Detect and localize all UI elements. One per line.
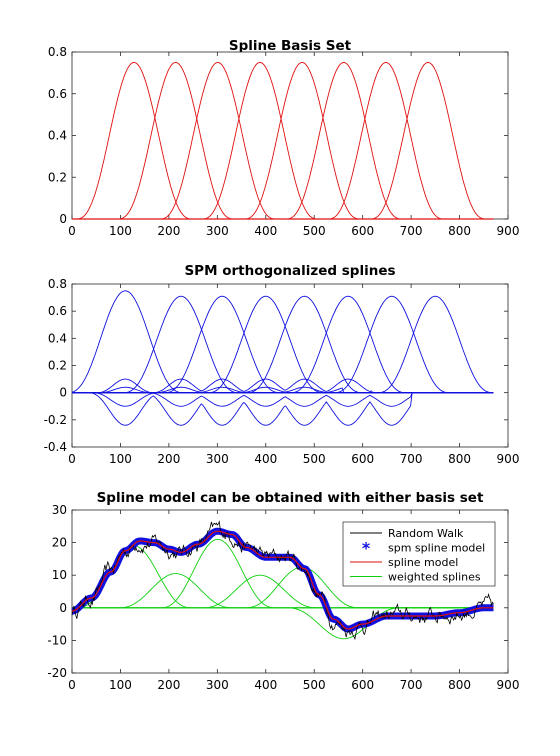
y-tick-label: 20	[52, 536, 67, 550]
x-tick-label: 100	[109, 678, 132, 692]
y-tick-label: 30	[52, 503, 67, 517]
x-tick-label: 300	[206, 452, 229, 466]
legend-box	[342, 521, 496, 587]
panel-spm-orthogonalized-splines: SPM orthogonalized splines 0 100 200 300 400…	[44, 263, 520, 466]
x-tick-label: 900	[497, 678, 520, 692]
x-tick-label: 400	[254, 678, 277, 692]
x-tick-label: 400	[254, 224, 277, 238]
x-tick-label: 500	[303, 452, 326, 466]
y-tick-label: 0.6	[48, 87, 67, 101]
x-tick-label: 500	[303, 224, 326, 238]
x-tick-label: 0	[68, 224, 76, 238]
y-tick-label: 0.2	[48, 359, 67, 373]
panel-spline-basis-set: Spline Basis Set 0 100 200 300 400 500 600 700 8…	[48, 38, 520, 238]
y-tick-label: 0.6	[48, 304, 67, 318]
x-tick-label: 400	[254, 452, 277, 466]
x-tick-label: 500	[303, 678, 326, 692]
y-tick-label: 0.2	[48, 170, 67, 184]
chart-title: Spline Basis Set	[229, 38, 352, 54]
y-tick-label: -0.2	[44, 413, 67, 427]
chart-title: Spline model can be obtained with either…	[97, 490, 484, 506]
y-tick-label: 0	[59, 212, 67, 226]
legend-label: weighted splines	[388, 571, 481, 584]
x-tick-label: 900	[497, 224, 520, 238]
legend-label: Random Walk	[388, 527, 464, 540]
x-tick-label: 0	[68, 678, 76, 692]
plot-area	[71, 283, 509, 448]
y-tick-label: 10	[52, 568, 67, 582]
x-tick-label: 200	[157, 678, 180, 692]
x-tick-label: 600	[351, 452, 374, 466]
chart-title: SPM orthogonalized splines	[184, 263, 395, 279]
y-tick-label: 0.4	[48, 129, 67, 143]
y-tick-label: 0.4	[48, 331, 67, 345]
x-tick-label: 800	[448, 224, 471, 238]
y-tick-label: 0	[59, 386, 67, 400]
legend-label: spline model	[388, 556, 458, 569]
x-tick-label: 300	[206, 224, 229, 238]
x-tick-label: 700	[400, 452, 423, 466]
y-tick-label: 0	[59, 601, 67, 615]
legend-label: spm spline model	[388, 542, 485, 555]
spline-model-line	[71, 530, 494, 630]
x-tick-label: 100	[109, 224, 132, 238]
y-tick-label: -20	[47, 666, 67, 680]
x-tick-label: 800	[448, 452, 471, 466]
y-tick-label: 0.8	[48, 45, 67, 59]
random-walk-line	[71, 520, 494, 641]
plot-area	[71, 51, 509, 220]
x-tick-label: 200	[157, 224, 180, 238]
x-tick-label: 600	[351, 678, 374, 692]
panel-spline-model: Spline model can be obtained with either…	[47, 490, 519, 692]
x-tick-label: 700	[400, 224, 423, 238]
legend-asterisk-icon: *	[362, 539, 371, 558]
x-tick-label: 0	[68, 452, 76, 466]
y-tick-label: -0.4	[44, 440, 67, 454]
x-tick-label: 100	[109, 452, 132, 466]
x-tick-label: 900	[497, 452, 520, 466]
x-tick-label: 700	[400, 678, 423, 692]
x-tick-label: 600	[351, 224, 374, 238]
x-tick-label: 300	[206, 678, 229, 692]
x-tick-label: 800	[448, 678, 471, 692]
y-tick-label: 0.8	[48, 277, 67, 291]
y-tick-label: -10	[47, 633, 67, 647]
x-tick-label: 200	[157, 452, 180, 466]
